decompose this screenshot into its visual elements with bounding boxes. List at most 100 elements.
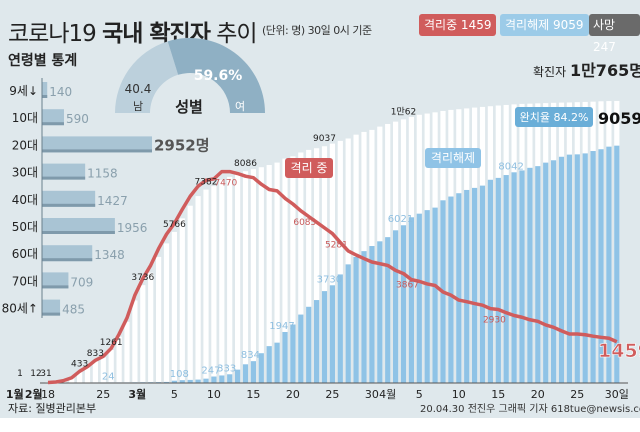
data-label-released: 6021: [388, 214, 413, 225]
bar-released: [242, 364, 249, 383]
data-label-released: 8042: [498, 161, 523, 172]
bar-released: [306, 306, 312, 383]
bar-released: [163, 381, 170, 383]
x-tick-label: 20: [286, 388, 300, 401]
bar-released: [535, 166, 541, 383]
bar-released: [432, 207, 438, 383]
bar-released: [456, 193, 462, 383]
bar-released: [171, 380, 177, 383]
bar-released: [558, 156, 565, 383]
isolation-final-value: 1459: [598, 340, 640, 362]
bar-released: [290, 324, 296, 383]
bar-released: [511, 172, 517, 383]
bar-released: [543, 162, 549, 383]
bar-confirmed: [258, 167, 264, 383]
credit: 20.04.30 전진우 그래픽 기자 618tue@newsis.com: [420, 404, 640, 415]
bar-released: [195, 379, 201, 383]
line-isolation: [47, 169, 618, 385]
age-bar: [42, 299, 61, 316]
bar-confirmed: [187, 205, 193, 383]
bar-released: [179, 380, 185, 383]
gender-female-pct: 59.6%: [194, 68, 243, 84]
age-value: 140: [49, 85, 72, 99]
bar-released: [227, 374, 233, 383]
bar-released: [408, 217, 414, 383]
age-bar-shadow: [42, 203, 96, 207]
bar-released: [274, 342, 280, 383]
bar-released: [393, 230, 399, 383]
bar-released: [203, 378, 209, 383]
data-label-released: 834: [241, 350, 260, 361]
age-bar: [42, 190, 96, 207]
data-label-confirmed: 9037: [313, 134, 336, 144]
data-label-confirmed: 7382: [195, 178, 218, 188]
age-value: 485: [62, 303, 85, 317]
bar-released: [266, 346, 272, 383]
bar-confirmed: [69, 377, 75, 383]
x-tick-label: 20: [531, 388, 545, 401]
bar-confirmed: [290, 156, 296, 383]
bar-confirmed: [337, 140, 343, 383]
callout-released-box: [425, 148, 481, 168]
bar-released: [606, 146, 612, 383]
age-bar: [42, 163, 86, 180]
bar-confirmed: [219, 179, 225, 383]
age-label: 30대: [12, 166, 38, 180]
bar-confirmed: [100, 357, 106, 383]
age-value: 709: [70, 275, 93, 289]
gender-male-segment: [115, 41, 179, 113]
bar-confirmed: [195, 196, 201, 383]
bar-released: [353, 256, 359, 383]
bar-released: [337, 274, 343, 383]
age-bar: [42, 82, 48, 98]
bar-confirmed: [227, 176, 233, 383]
age-value: 1427: [97, 194, 128, 208]
gender-female-label: 여: [235, 100, 245, 113]
bar-confirmed: [132, 300, 138, 383]
bar-confirmed: [108, 349, 114, 383]
x-tick-label: 30일: [605, 387, 629, 401]
x-tick-label: 30: [365, 388, 379, 401]
cure-rate-box: [515, 107, 593, 127]
age-label: 40대: [12, 193, 38, 207]
bar-confirmed: [179, 218, 185, 383]
age-label: 9세↓: [9, 84, 38, 98]
bar-confirmed: [329, 143, 335, 383]
bar-released: [219, 375, 225, 383]
bar-released: [614, 145, 620, 383]
bar-confirmed: [77, 371, 83, 383]
data-label-isolation: 5281: [325, 241, 348, 251]
bar-released: [282, 331, 288, 383]
age-bar-shadow: [42, 312, 61, 316]
age-label: 10대: [12, 111, 38, 125]
bar-released: [416, 213, 422, 383]
x-tick-label: 4월: [379, 388, 396, 401]
gender-title: 성별: [175, 98, 203, 116]
bar-released: [258, 353, 264, 383]
gender-male-label: 남: [133, 100, 143, 113]
age-bar: [42, 272, 69, 289]
bar-confirmed: [345, 138, 351, 383]
data-label-released: 247: [201, 366, 220, 377]
data-label-released: 1947: [269, 321, 294, 332]
x-tick-label: 10: [452, 388, 466, 401]
badge-released: 격리해제 9059: [500, 14, 589, 36]
callout-isolation-box: [285, 158, 333, 178]
bar-confirmed: [163, 243, 170, 383]
bar-confirmed: [148, 272, 154, 383]
bar-confirmed: [250, 169, 256, 383]
source: 자료: 질병관리본부: [8, 402, 97, 415]
bar-released: [487, 179, 493, 383]
bar-released: [566, 154, 572, 383]
callout-isolation: 격리 중: [291, 161, 328, 175]
cure-rate-label: 완치율 84.2%: [520, 111, 589, 124]
data-label-confirmed: 5766: [163, 220, 186, 230]
age-value: 1158: [87, 167, 118, 181]
data-label-isolation: 7470: [214, 179, 237, 189]
x-tick-label: 1월: [6, 387, 24, 401]
age-bar-shadow: [42, 258, 93, 262]
bar-released: [377, 241, 383, 383]
age-bar-shadow: [42, 285, 69, 289]
data-label-released: 3730: [317, 274, 342, 285]
